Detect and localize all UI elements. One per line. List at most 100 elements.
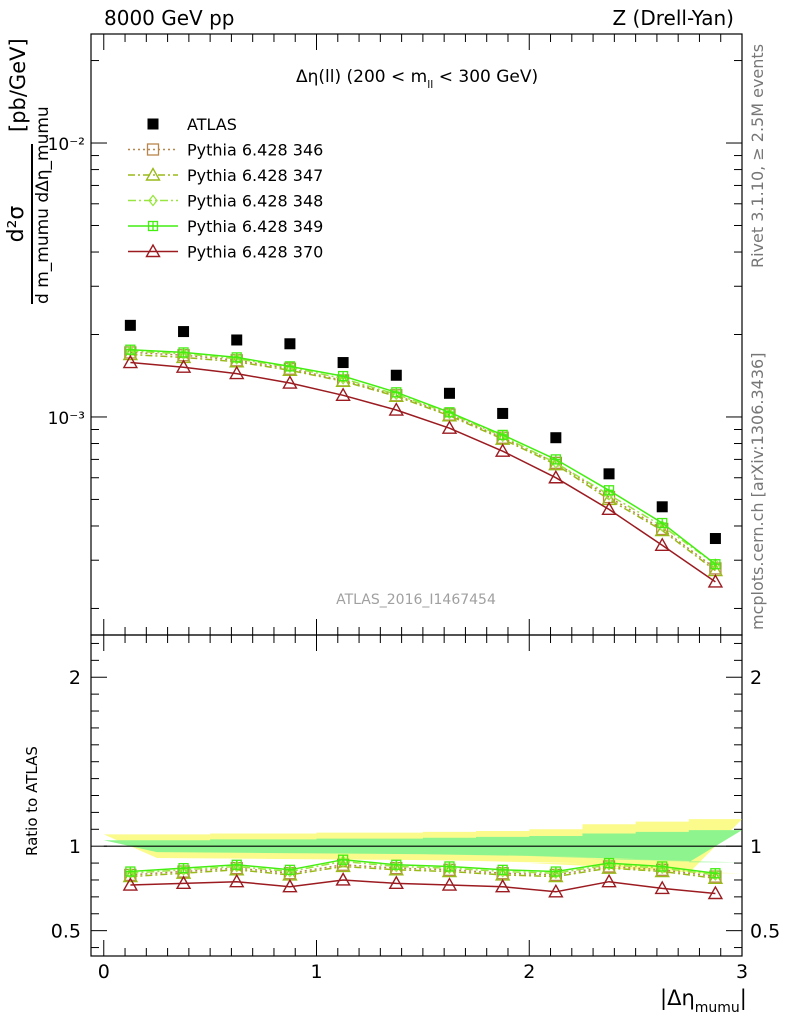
legend-item-p346: Pythia 6.428 346	[128, 141, 323, 160]
point-p349-12	[710, 559, 721, 570]
legend-item-p370: Pythia 6.428 370	[128, 243, 323, 262]
legend-item-p349: Pythia 6.428 349	[128, 217, 323, 236]
point-atlas-2	[178, 326, 190, 338]
line-p349	[130, 348, 716, 565]
ratio-panel	[103, 819, 742, 900]
ratio-point-p349-4	[284, 864, 296, 875]
legend-marker-atlas	[147, 118, 159, 130]
series-p349	[125, 344, 721, 570]
plot-title: Δη(ll) (200 < mll < 300 GeV)	[296, 67, 538, 91]
legend-item-p347: Pythia 6.428 347	[128, 166, 323, 185]
point-p349-10	[603, 485, 615, 496]
ratio-point-p349-11	[657, 861, 668, 872]
series-p370	[122, 354, 724, 588]
x-axis-label: |Δηmumu|	[660, 986, 747, 1016]
point-atlas-6	[390, 369, 402, 381]
point-atlas-5	[337, 357, 349, 369]
legend-label-atlas: ATLAS	[187, 115, 237, 134]
x-tick-label: 0	[98, 961, 110, 983]
point-p348-10	[604, 488, 614, 501]
ratio-line-p348	[130, 860, 716, 876]
series-p348	[125, 345, 721, 571]
line-p346	[130, 351, 716, 570]
point-atlas-9	[550, 432, 562, 444]
header-process: Z (Drell-Yan)	[612, 6, 734, 30]
ratio-series-p370	[122, 872, 724, 900]
legend-marker-p349	[147, 220, 159, 232]
point-p349-11	[657, 517, 668, 529]
ratio-point-p349-6	[391, 859, 402, 870]
ratio-point-p370-1	[122, 877, 139, 891]
point-atlas-10	[603, 468, 615, 480]
ratio-point-p349-1	[125, 866, 136, 877]
lower-y-tick-label-right: 0.5	[750, 921, 780, 943]
point-p349-2	[178, 347, 189, 358]
ratio-point-p370-10	[601, 873, 617, 888]
point-p370-2	[175, 359, 192, 373]
point-p349-8	[497, 429, 508, 441]
point-p370-11	[654, 537, 670, 552]
line-p348	[130, 350, 716, 565]
point-p347-11	[654, 522, 670, 537]
watermark: ATLAS_2016_I1467454	[336, 592, 496, 608]
point-p370-7	[441, 420, 458, 434]
ratio-point-p349-3	[231, 859, 242, 870]
point-atlas-12	[709, 533, 721, 545]
ratio-line-p349	[130, 858, 716, 874]
ratio-point-p370-11	[654, 880, 670, 895]
lower-y-tick-label-left: 1	[69, 836, 81, 858]
ratio-point-p349-2	[178, 862, 189, 874]
ratio-point-p370-6	[388, 875, 404, 890]
upper-y-tick-label: 10⁻²	[48, 135, 85, 155]
line-p347	[130, 353, 716, 572]
point-p349-6	[391, 387, 402, 398]
legend-item-atlas: ATLAS	[147, 115, 237, 134]
legend: ATLAS Pythia 6.428 346 Pythia 6.428 347 Pyt…	[128, 115, 323, 262]
ratio-point-p370-12	[707, 885, 724, 900]
legend-marker-p348	[148, 194, 158, 207]
point-atlas-8	[497, 407, 509, 419]
ratio-point-p349-5	[337, 854, 349, 865]
series-p346	[124, 346, 722, 575]
ratio-point-p370-2	[175, 875, 192, 890]
ratio-point-p349-7	[444, 861, 455, 872]
legend-marker-p346	[146, 143, 160, 156]
header-energy: 8000 GeV pp	[104, 6, 235, 30]
point-p347-10	[601, 491, 617, 506]
series-p347	[122, 346, 724, 577]
point-p370-5	[335, 387, 351, 401]
x-tick-label: 3	[736, 961, 748, 983]
ratio-point-p370-5	[335, 872, 351, 886]
point-p349-4	[284, 361, 296, 372]
point-atlas-3	[231, 334, 243, 346]
lower-y-tick-label-left: 0.5	[51, 921, 81, 943]
legend-label-p347: Pythia 6.428 347	[187, 166, 323, 185]
legend-label-p346: Pythia 6.428 346	[187, 141, 323, 160]
x-tick-label: 1	[310, 961, 322, 983]
ratio-point-p349-12	[710, 868, 721, 879]
legend-marker-p347	[145, 167, 161, 181]
ratio-point-p370-9	[548, 883, 564, 898]
point-p370-9	[548, 469, 564, 484]
upper-y-tick-label: 10⁻³	[48, 409, 85, 429]
lower-y-tick-label-right: 2	[750, 667, 762, 689]
legend-label-p348: Pythia 6.428 348	[187, 192, 323, 211]
main-panel	[122, 319, 724, 588]
point-p370-8	[494, 443, 511, 457]
legend-label-p370: Pythia 6.428 370	[187, 243, 323, 262]
ratio-point-p349-9	[550, 866, 561, 877]
lower-plot-frame	[90, 634, 743, 957]
point-atlas-7	[443, 387, 455, 399]
point-p349-9	[550, 454, 561, 465]
ratio-point-p347-5	[335, 858, 351, 873]
point-p349-5	[337, 370, 349, 382]
ratio-line-p370	[130, 879, 716, 895]
lower-y-tick-label-right: 1	[750, 836, 762, 858]
legend-item-p348: Pythia 6.428 348	[128, 192, 323, 211]
point-p370-12	[707, 573, 724, 588]
ratio-point-p349-8	[497, 864, 508, 875]
lower-y-tick-label-left: 2	[69, 667, 81, 689]
point-p370-6	[388, 402, 404, 416]
point-atlas-4	[284, 338, 296, 350]
